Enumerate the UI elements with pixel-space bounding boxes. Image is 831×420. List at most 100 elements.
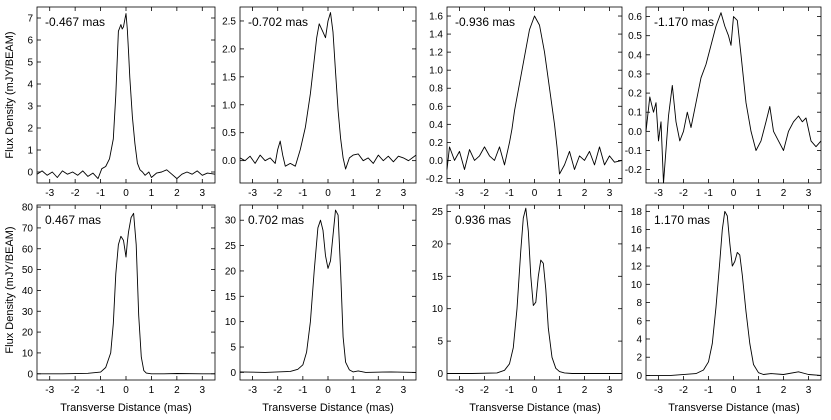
x-tick-label: 1 [149,385,155,396]
y-tick-label: 5 [437,337,443,348]
x-tick-label: -3 [455,385,464,396]
y-tick-label: 2 [27,124,33,135]
x-tick-label: 0 [123,385,129,396]
plot-frame [645,204,822,381]
x-tick-label: 1 [557,385,563,396]
x-tick-label: 1 [756,385,762,396]
x-tick-label: -2 [273,188,282,199]
x-tick-label: -1 [96,385,105,396]
panel-offset-label: 1.170 mas [654,213,710,227]
y-tick-label: 10 [631,280,643,291]
y-tick-label: 20 [22,328,34,339]
y-tick-label: 0 [636,371,642,382]
y-axis-title-top: Flux Density (mJY/BEAM) [4,31,16,158]
x-axis-title-2: Transverse Distance (mas) [262,402,394,414]
x-tick-label: 3 [200,385,206,396]
y-tick-label: 0.4 [628,50,642,61]
x-tick-label: -1 [298,188,307,199]
y-tick-label: 10 [22,348,34,359]
y-tick-label: 40 [22,286,34,297]
y-tick-label: 4 [636,334,642,345]
y-tick-label: 3 [27,102,33,113]
panel-offset-label: -0.467 mas [45,15,105,29]
flux-profile-line [239,209,417,373]
flux-profile-line [447,207,622,374]
flux-profile-line [37,212,215,375]
panel-2: -3 -2 -1 0 1 2 3 0.0 0.5 1.0 1.5 2.0 2.5 -0.702 mas [222,6,417,199]
x-tick-label: -1 [96,188,105,199]
x-axis-title-3: Transverse Distance (mas) [469,402,601,414]
flux-profile-line [239,12,417,170]
y-tick-label: 0.1 [628,108,642,119]
x-tick-label: -2 [71,188,80,199]
y-tick-label: -0.2 [625,165,643,176]
x-tick-label: -2 [480,188,489,199]
x-tick-label: 3 [200,188,206,199]
x-tick-label: 3 [607,188,613,199]
x-tick-label: -3 [248,188,257,199]
y-tick-label: 0.6 [429,102,443,113]
plot-frame [239,6,417,184]
x-tick-label: 0 [325,188,331,199]
x-tick-label: 1 [557,188,563,199]
y-tick-label: 0.8 [429,84,443,95]
y-tick-label: 1.0 [222,100,236,111]
x-tick-label: -3 [455,188,464,199]
x-tick-label: 3 [401,385,407,396]
y-tick-label: 30 [225,216,237,227]
y-tick-label: 30 [22,307,34,318]
x-tick-label: 1 [149,188,155,199]
panel-offset-label: 0.467 mas [45,213,101,227]
y-tick-label: 2.5 [222,16,236,27]
plot-frame [446,204,623,381]
x-axis-title-1: Transverse Distance (mas) [60,402,192,414]
x-tick-label: 2 [582,385,588,396]
y-tick-label: 7 [27,14,33,25]
y-tick-label: 16 [631,225,643,236]
y-tick-label: 0.0 [222,156,236,167]
x-tick-label: 1 [350,385,356,396]
y-tick-label: 6 [27,36,33,47]
y-tick-label: 0 [437,369,443,380]
y-tick-label: 18 [631,207,643,218]
y-tick-label: 14 [631,243,643,254]
y-tick-label: 5 [230,343,236,354]
y-tick-label: 10 [432,304,444,315]
x-tick-label: 3 [607,385,613,396]
y-tick-label: 0.4 [429,120,443,131]
x-tick-label: -2 [480,385,489,396]
y-tick-label: 1.6 [429,12,443,23]
plot-frame [645,6,822,184]
x-tick-label: 1 [756,188,762,199]
y-tick-label: 25 [225,241,237,252]
y-tick-label: 0.3 [628,69,642,80]
y-tick-label: 1.5 [222,72,236,83]
y-tick-label: 20 [225,266,237,277]
y-tick-label: 0.0 [628,127,642,138]
panel-offset-label: -0.702 mas [248,15,308,29]
y-tick-label: 15 [432,272,444,283]
x-tick-label: -3 [45,188,54,199]
flux-profile-line [646,210,822,376]
x-tick-label: 0 [123,188,129,199]
y-tick-label: 1.4 [429,30,443,41]
plot-frame [239,204,417,381]
panel-offset-label: 0.702 mas [248,213,304,227]
panel-4: -3 -2 -1 0 1 2 3 -0.2 -0.1 0.0 0.1 0.2 0.3 0.4 0.5 0.6 -… [625,6,822,199]
y-tick-label: 15 [225,292,237,303]
x-tick-label: 2 [781,385,787,396]
x-tick-label: 3 [806,188,812,199]
x-tick-label: 0 [325,385,331,396]
y-tick-label: 50 [22,265,34,276]
x-tick-label: -2 [71,385,80,396]
x-tick-label: -1 [298,385,307,396]
x-tick-label: 2 [781,188,787,199]
y-tick-label: -0.1 [625,146,643,157]
x-tick-label: 2 [174,188,180,199]
y-tick-label: 0 [230,368,236,379]
y-tick-label: 8 [636,298,642,309]
y-tick-label: 0.2 [628,89,642,100]
x-tick-label: 2 [582,188,588,199]
